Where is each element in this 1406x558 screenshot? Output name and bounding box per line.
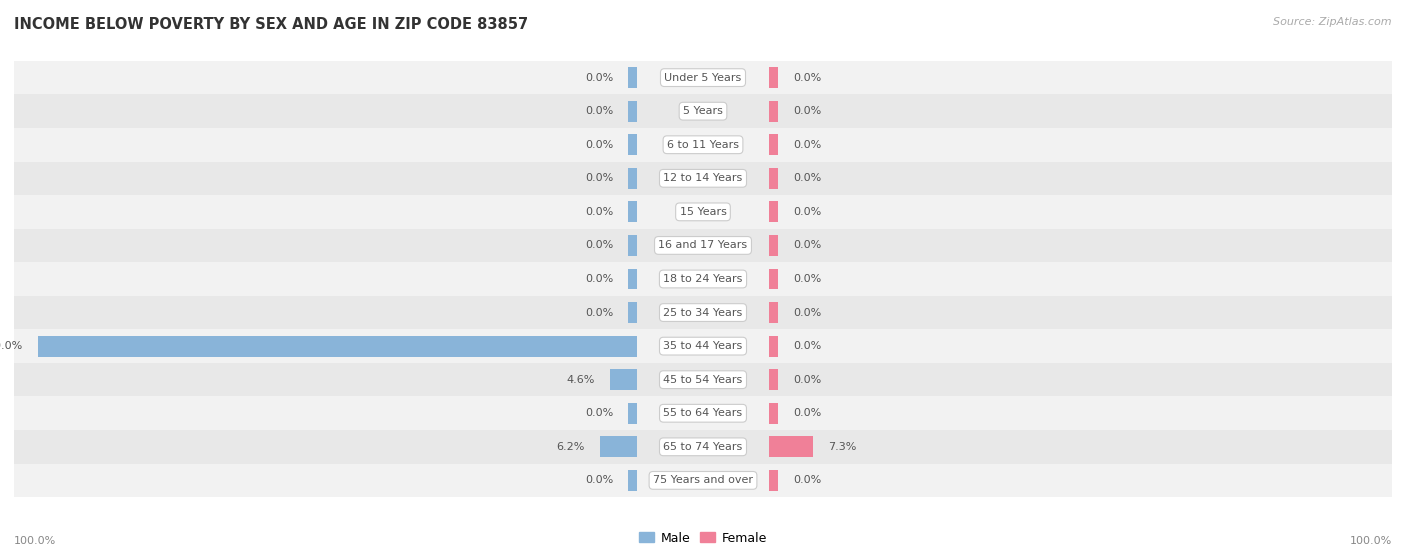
Text: 0.0%: 0.0% — [585, 274, 613, 284]
Text: 0.0%: 0.0% — [793, 307, 821, 318]
Bar — [628, 235, 637, 256]
Bar — [769, 101, 778, 122]
Bar — [769, 201, 778, 222]
Text: Under 5 Years: Under 5 Years — [665, 73, 741, 83]
Bar — [628, 470, 637, 491]
Text: 0.0%: 0.0% — [793, 140, 821, 150]
Text: 5 Years: 5 Years — [683, 106, 723, 116]
Bar — [628, 201, 637, 222]
Bar — [14, 229, 1392, 262]
Bar — [628, 101, 637, 122]
Text: 6.2%: 6.2% — [557, 442, 585, 452]
Text: 55 to 64 Years: 55 to 64 Years — [664, 408, 742, 418]
Text: 6 to 11 Years: 6 to 11 Years — [666, 140, 740, 150]
Text: INCOME BELOW POVERTY BY SEX AND AGE IN ZIP CODE 83857: INCOME BELOW POVERTY BY SEX AND AGE IN Z… — [14, 17, 529, 32]
Text: 0.0%: 0.0% — [585, 174, 613, 184]
Bar — [14, 329, 1392, 363]
Text: 15 Years: 15 Years — [679, 207, 727, 217]
Bar — [628, 168, 637, 189]
Bar — [14, 61, 1392, 94]
Text: 0.0%: 0.0% — [793, 374, 821, 384]
Text: 45 to 54 Years: 45 to 54 Years — [664, 374, 742, 384]
Text: 0.0%: 0.0% — [585, 307, 613, 318]
Text: 0.0%: 0.0% — [585, 408, 613, 418]
Legend: Male, Female: Male, Female — [634, 527, 772, 550]
Text: 100.0%: 100.0% — [14, 536, 56, 546]
Text: 0.0%: 0.0% — [585, 140, 613, 150]
Text: 100.0%: 100.0% — [0, 341, 22, 351]
Bar — [14, 128, 1392, 161]
Text: 0.0%: 0.0% — [793, 106, 821, 116]
Text: 0.0%: 0.0% — [793, 341, 821, 351]
Text: 0.0%: 0.0% — [793, 207, 821, 217]
Bar — [628, 302, 637, 323]
Text: 100.0%: 100.0% — [1350, 536, 1392, 546]
Bar — [769, 403, 778, 424]
Bar — [628, 268, 637, 290]
Bar — [610, 369, 637, 390]
Text: 0.0%: 0.0% — [585, 106, 613, 116]
Text: 0.0%: 0.0% — [793, 174, 821, 184]
Bar — [628, 67, 637, 88]
Text: 0.0%: 0.0% — [793, 240, 821, 251]
Text: 7.3%: 7.3% — [828, 442, 856, 452]
Text: 0.0%: 0.0% — [585, 73, 613, 83]
Text: 0.0%: 0.0% — [793, 475, 821, 485]
Bar — [14, 262, 1392, 296]
Text: 65 to 74 Years: 65 to 74 Years — [664, 442, 742, 452]
Bar — [769, 302, 778, 323]
Text: 4.6%: 4.6% — [567, 374, 595, 384]
Bar — [769, 235, 778, 256]
Bar — [600, 436, 637, 457]
Bar — [14, 397, 1392, 430]
Text: 35 to 44 Years: 35 to 44 Years — [664, 341, 742, 351]
Text: 16 and 17 Years: 16 and 17 Years — [658, 240, 748, 251]
Text: 0.0%: 0.0% — [793, 408, 821, 418]
Bar — [14, 430, 1392, 464]
Bar — [628, 134, 637, 155]
Bar — [14, 161, 1392, 195]
Text: 0.0%: 0.0% — [585, 475, 613, 485]
Bar — [769, 436, 813, 457]
Bar — [14, 94, 1392, 128]
Text: 0.0%: 0.0% — [585, 207, 613, 217]
Bar — [14, 195, 1392, 229]
Bar — [628, 403, 637, 424]
Text: 18 to 24 Years: 18 to 24 Years — [664, 274, 742, 284]
Text: 75 Years and over: 75 Years and over — [652, 475, 754, 485]
Text: 0.0%: 0.0% — [793, 274, 821, 284]
Bar — [769, 336, 778, 357]
Bar — [769, 369, 778, 390]
Text: 0.0%: 0.0% — [585, 240, 613, 251]
Bar — [14, 464, 1392, 497]
Bar — [769, 67, 778, 88]
Bar — [14, 363, 1392, 397]
Text: 12 to 14 Years: 12 to 14 Years — [664, 174, 742, 184]
Bar — [769, 268, 778, 290]
Bar — [14, 296, 1392, 329]
Bar — [769, 470, 778, 491]
Bar — [769, 168, 778, 189]
Text: 25 to 34 Years: 25 to 34 Years — [664, 307, 742, 318]
Bar — [769, 134, 778, 155]
Bar — [38, 336, 637, 357]
Text: 0.0%: 0.0% — [793, 73, 821, 83]
Text: Source: ZipAtlas.com: Source: ZipAtlas.com — [1274, 17, 1392, 27]
